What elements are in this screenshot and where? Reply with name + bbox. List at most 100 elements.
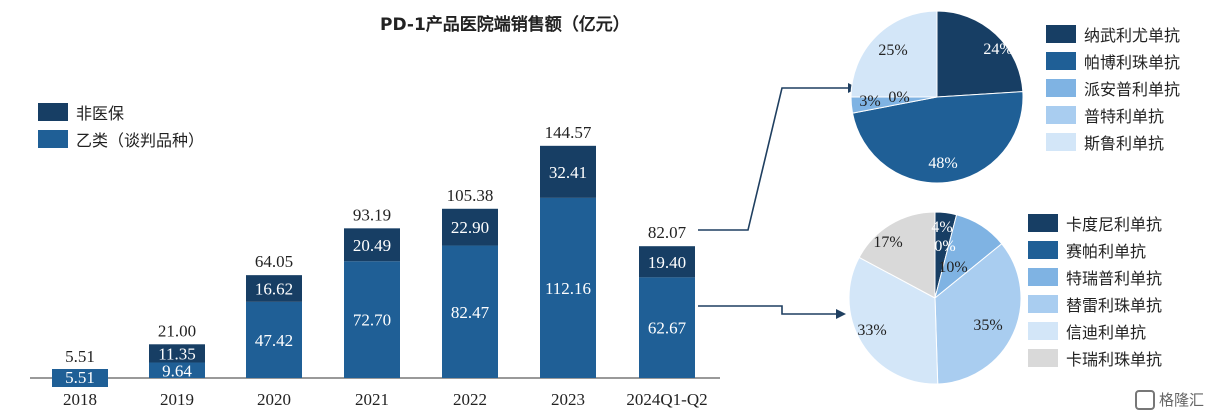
watermark-logo-icon [1134,389,1155,410]
watermark: 格隆汇 [1134,389,1204,410]
x-tick-label-2022: 2022 [453,390,487,409]
legend-label-non-insurance: 非医保 [76,104,125,123]
pie2-value-label-4: 33% [857,322,886,339]
bar-class-b-2020 [246,301,302,378]
bar-total-label-2018: 5.51 [65,347,95,366]
pie2-legend-swatch-3 [1028,295,1058,313]
connector-arrow-bottom [836,309,846,319]
pie1-value-label-0: 24% [983,41,1012,58]
bar-label-class-b-2020: 47.42 [255,331,293,350]
bar-label-class-b-2018: 5.51 [65,368,95,387]
legend-swatch-class-b [38,130,68,148]
pie2-legend-swatch-2 [1028,268,1058,286]
pie2-legend-label-5: 卡瑞利珠单抗 [1066,350,1163,369]
bar-non-insurance-2021 [344,228,400,262]
pie2-legend-item-4: 信迪利单抗 [1028,319,1146,343]
pie1-legend-item-4: 斯鲁利单抗 [1046,130,1164,154]
pie2-value-label-1: 0% [934,238,955,255]
pie2-legend-item-3: 替雷利珠单抗 [1028,292,1162,316]
bar-non-insurance-2020 [246,275,302,302]
pie1-legend-label-0: 纳武利尤单抗 [1084,26,1181,45]
pie2-legend-swatch-1 [1028,241,1058,259]
pie2-legend-item-0: 卡度尼利单抗 [1028,211,1162,235]
bar-class-b-2021 [344,261,400,378]
bar-total-label-2021: 93.19 [353,205,391,224]
bar-label-class-b-2019: 9.64 [162,361,192,380]
bar-label-non-insurance-2021: 20.49 [353,236,391,255]
pie2-legend-label-1: 赛帕利单抗 [1066,242,1147,261]
x-tick-label-2021: 2021 [355,390,389,409]
pie1-legend-item-0: 纳武利尤单抗 [1046,22,1180,46]
pie2-slice-4 [848,256,939,385]
pie2-legend-swatch-4 [1028,322,1058,340]
bar-label-non-insurance-2024Q1-Q2: 19.40 [648,253,686,272]
x-tick-label-2018: 2018 [63,390,97,409]
pie2-value-label-5: 17% [873,234,902,251]
bar-label-non-insurance-2020: 16.62 [255,279,293,298]
pie2-legend-label-4: 信迪利单抗 [1066,323,1147,342]
bar-non-insurance-2024Q1-Q2 [639,246,695,278]
bar-label-class-b-2024Q1-Q2: 62.67 [648,319,687,338]
pie1-slice-4 [850,10,938,98]
pie1-legend-swatch-4 [1046,133,1076,151]
pie1-slice-0 [936,10,1024,98]
legend-label-class-b: 乙类（谈判品种） [76,131,205,150]
bar-total-label-2020: 64.05 [255,252,293,271]
pie1-value-label-4: 25% [878,42,907,59]
bar-class-b-2019 [149,362,205,378]
pie1-legend-swatch-3 [1046,106,1076,124]
bar-label-non-insurance-2022: 22.90 [451,218,489,237]
pie1-legend-swatch-0 [1046,25,1076,43]
x-tick-label-2024Q1-Q2: 2024Q1-Q2 [626,390,707,409]
pie2-legend-item-2: 特瑞普利单抗 [1028,265,1162,289]
bar-label-class-b-2022: 82.47 [451,303,490,322]
chart-title: PD-1产品医院端销售额（亿元） [380,15,630,35]
pie1-value-label-2: 3% [859,93,880,110]
connector-line-top [698,87,848,231]
pie2-legend-label-2: 特瑞普利单抗 [1066,269,1163,288]
pie2-legend-swatch-5 [1028,349,1058,367]
watermark-text: 格隆汇 [1158,391,1204,409]
bar-non-insurance-2019 [149,344,205,363]
pie1-legend-swatch-2 [1046,79,1076,97]
pie2-legend-label-0: 卡度尼利单抗 [1066,215,1163,234]
bar-label-class-b-2023: 112.16 [545,279,591,298]
bar-non-insurance-2023 [540,145,596,198]
bar-class-b-2022 [442,245,498,378]
pie2-slice-5 [858,211,936,299]
pie2-legend-swatch-0 [1028,214,1058,232]
pie1-legend-swatch-1 [1046,52,1076,70]
pie2-value-label-0: 4% [931,219,952,236]
bar-label-class-b-2021: 72.70 [353,311,391,330]
connector-line-bottom [698,305,836,315]
bar-class-b-2018 [52,369,108,387]
bar-class-b-2024Q1-Q2 [639,277,695,378]
x-tick-label-2019: 2019 [160,390,194,409]
pie1-legend-label-2: 派安普利单抗 [1084,80,1181,99]
legend-item-class-b: 乙类（谈判品种） [38,127,204,151]
pie2-value-label-2: 10% [938,259,967,276]
legend-item-non-insurance: 非医保 [38,100,124,124]
x-tick-label-2020: 2020 [257,390,291,409]
pie1-legend-item-2: 派安普利单抗 [1046,76,1180,100]
x-tick-label-2023: 2023 [551,390,585,409]
pie1-value-label-1: 48% [928,155,957,172]
pie1-legend-label-4: 斯鲁利单抗 [1084,134,1165,153]
bar-non-insurance-2022 [442,208,498,246]
bar-class-b-2023 [540,197,596,378]
bar-label-non-insurance-2019: 11.35 [158,344,196,363]
pie1-legend-item-1: 帕博利珠单抗 [1046,49,1180,73]
pie1-slice-1 [851,91,1024,184]
pie2-legend-item-5: 卡瑞利珠单抗 [1028,346,1162,370]
bar-total-label-2022: 105.38 [447,186,494,205]
bar-total-label-2019: 21.00 [158,321,196,340]
pie2-value-label-3: 35% [973,317,1002,334]
legend-swatch-non-insurance [38,103,68,121]
bar-label-non-insurance-2023: 32.41 [549,163,587,182]
pie1-legend-label-1: 帕博利珠单抗 [1084,53,1181,72]
bar-total-label-2023: 144.57 [545,123,592,142]
pie2-legend-item-1: 赛帕利单抗 [1028,238,1146,262]
pie1-value-label-3: 0% [888,89,909,106]
pie2-legend-label-3: 替雷利珠单抗 [1066,296,1163,315]
